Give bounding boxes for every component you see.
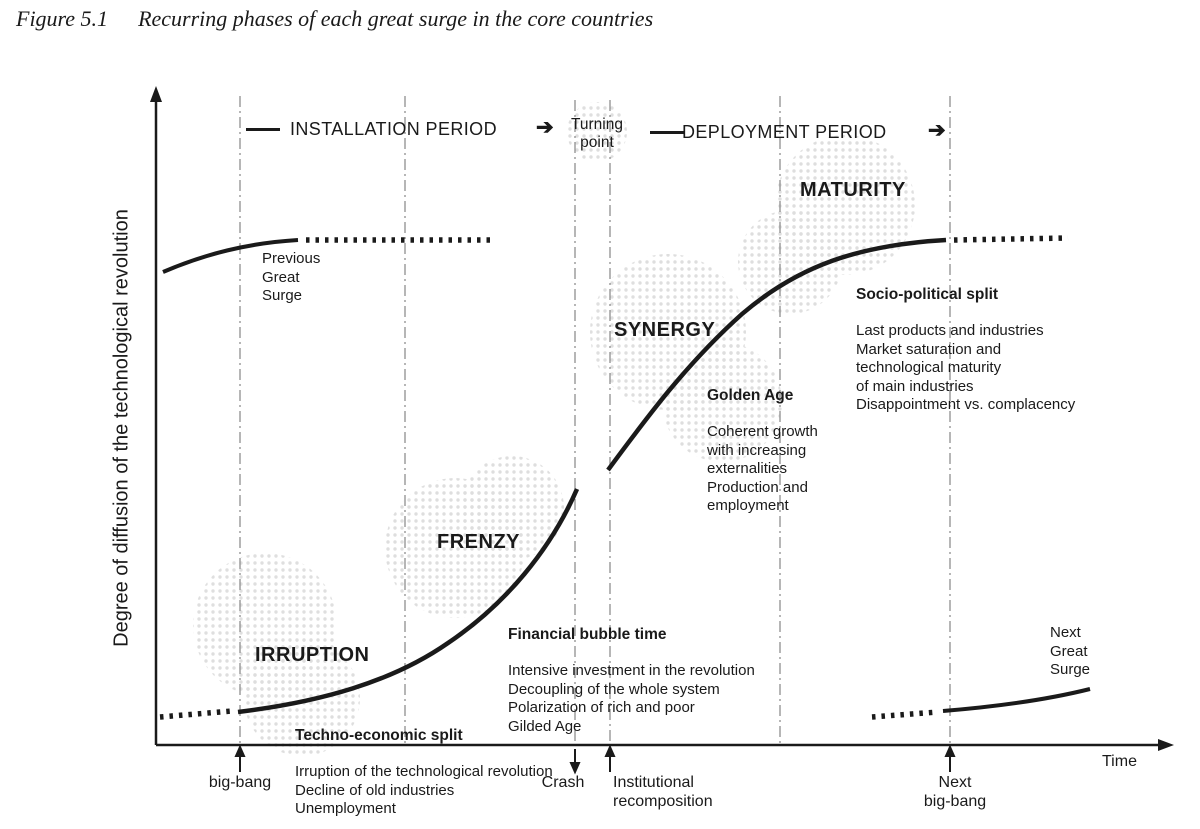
deployment-dotted-end xyxy=(953,235,1069,243)
halo-synergy-2 xyxy=(662,342,782,462)
surge-curves xyxy=(159,235,1091,720)
phase-frenzy: FRENZY xyxy=(437,531,520,553)
x-axis-label: Time xyxy=(1102,753,1137,770)
phase-maturity: MATURITY xyxy=(800,179,906,201)
deployment-period-label: DEPLOYMENT PERIOD xyxy=(682,122,887,142)
previous-surge-label: Previous Great Surge xyxy=(262,250,321,304)
installation-legend-line xyxy=(246,128,280,131)
installation-curve xyxy=(237,488,580,715)
halo-turning-point xyxy=(567,102,627,162)
figure-label: Figure 5.1 xyxy=(16,6,109,31)
socio-political-split-body: Last products and industries Market satu… xyxy=(856,322,1076,413)
marker-arrows xyxy=(234,744,956,775)
techno-economic-split-body: Irruption of the technological revolutio… xyxy=(295,763,553,817)
next-big-bang-arrowhead xyxy=(944,744,956,757)
figure-title: Recurring phases of each great surge in … xyxy=(138,6,654,31)
halo-frenzy-2 xyxy=(460,456,564,560)
socio-political-split-title: Socio-political split xyxy=(856,285,999,303)
crash-arrowhead xyxy=(569,762,581,775)
halo-clouds xyxy=(193,102,915,756)
next-surge-label: Next Great Surge xyxy=(1050,624,1091,678)
socio-political-split-block: Socio-political split Last products and … xyxy=(856,266,1075,433)
installation-dotted-start xyxy=(159,708,233,720)
financial-bubble-title: Financial bubble time xyxy=(508,625,667,643)
golden-age-title: Golden Age xyxy=(707,386,794,404)
techno-economic-split-block: Techno-economic split Irruption of the t… xyxy=(295,707,553,829)
phase-synergy: SYNERGY xyxy=(614,319,716,341)
big-bang-label: big-bang xyxy=(208,774,272,791)
halo-maturity-2 xyxy=(738,210,842,314)
turning-point-label: Turning point xyxy=(571,116,623,151)
phase-irruption: IRRUPTION xyxy=(255,644,370,666)
halo-irruption-2 xyxy=(244,640,360,756)
previous-surge-curve xyxy=(162,238,299,274)
financial-bubble-body: Intensive investment in the revolution D… xyxy=(508,662,755,735)
institutional-recomposition-label: Institutional recomposition xyxy=(613,774,713,810)
guide-lines xyxy=(239,96,951,745)
institutional-arrowhead xyxy=(604,744,616,757)
next-big-bang-label: Next big-bang xyxy=(923,774,987,810)
x-axis-arrowhead xyxy=(1158,739,1174,751)
figure-caption: Figure 5.1 Recurring phases of each great… xyxy=(16,6,653,32)
axes xyxy=(154,98,1160,747)
deployment-arrow-icon: ➔ xyxy=(928,119,946,142)
golden-age-block: Golden Age Coherent growth with increasi… xyxy=(707,367,818,534)
crash-label: Crash xyxy=(541,774,585,791)
installation-arrow-icon: ➔ xyxy=(536,116,554,139)
financial-bubble-block: Financial bubble time Intensive investme… xyxy=(508,606,755,755)
installation-period-label: INSTALLATION PERIOD xyxy=(290,119,497,139)
deployment-legend-line xyxy=(650,131,684,134)
deployment-curve xyxy=(606,237,947,472)
big-bang-arrowhead xyxy=(234,744,246,757)
next-surge-dotted xyxy=(871,709,939,720)
techno-economic-split-title: Techno-economic split xyxy=(295,726,463,744)
golden-age-body: Coherent growth with increasing external… xyxy=(707,423,818,514)
y-axis-label: Degree of diffusion of the technological… xyxy=(110,209,133,647)
y-axis-arrowhead xyxy=(150,86,162,102)
next-surge-curve xyxy=(942,687,1091,713)
